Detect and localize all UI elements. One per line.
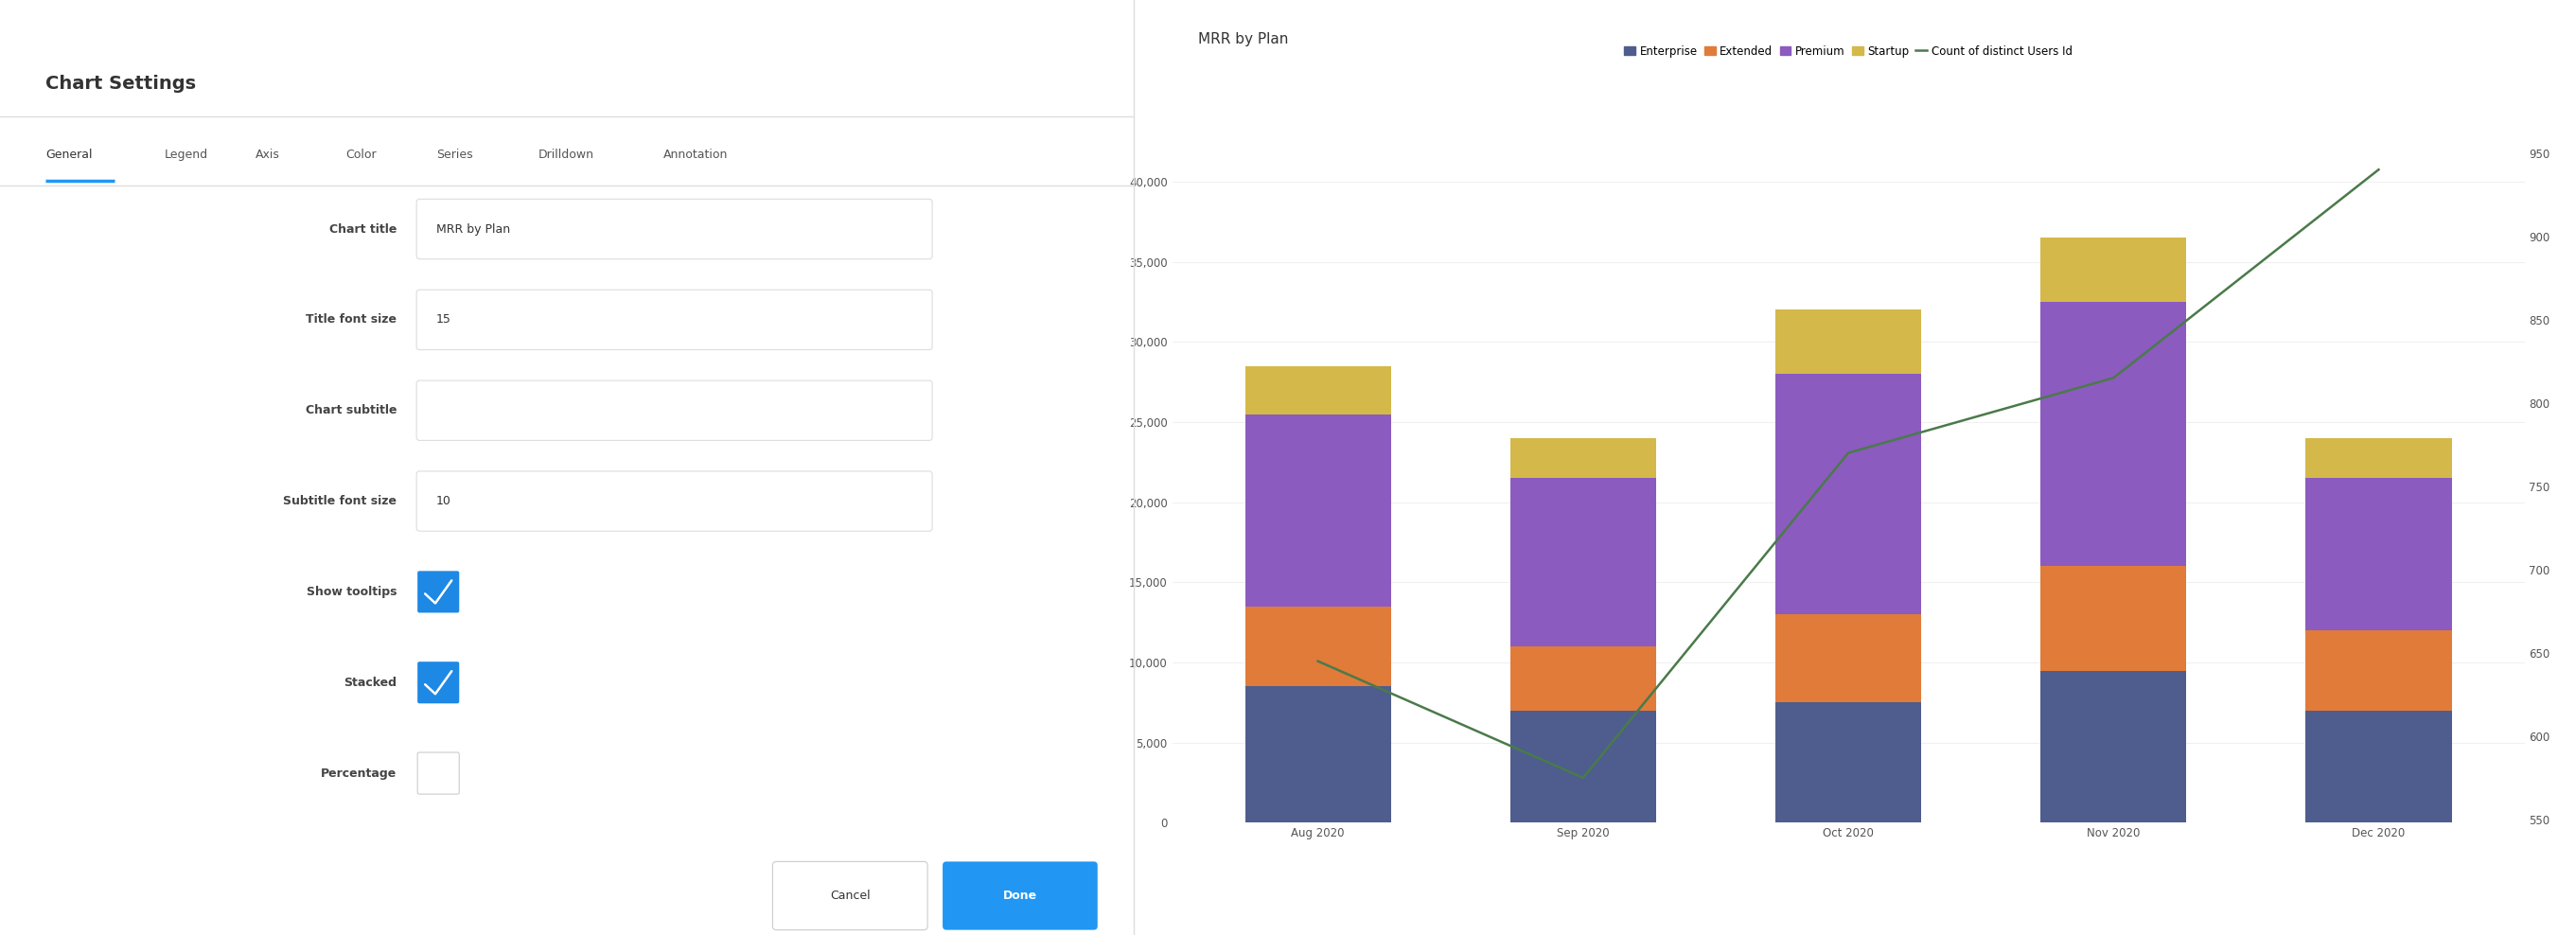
Text: Stacked: Stacked: [343, 676, 397, 689]
Legend: Enterprise, Extended, Premium, Startup, Count of distinct Users Id: Enterprise, Extended, Premium, Startup, …: [1620, 41, 2076, 62]
Bar: [1244, 607, 1391, 686]
Text: Chart subtitle: Chart subtitle: [307, 404, 397, 417]
FancyBboxPatch shape: [417, 753, 459, 794]
FancyBboxPatch shape: [417, 471, 933, 531]
Text: Percentage: Percentage: [322, 767, 397, 780]
Text: Title font size: Title font size: [307, 313, 397, 326]
Bar: [2306, 478, 2452, 630]
Bar: [1510, 711, 1656, 823]
Text: Chart Settings: Chart Settings: [46, 75, 196, 93]
Bar: [2306, 630, 2452, 711]
FancyBboxPatch shape: [417, 571, 459, 612]
Bar: [1510, 478, 1656, 646]
Text: Axis: Axis: [255, 148, 281, 161]
Text: Series: Series: [435, 148, 474, 161]
Text: Drilldown: Drilldown: [538, 148, 595, 161]
Text: MRR by Plan: MRR by Plan: [435, 223, 510, 236]
Bar: [1775, 702, 1922, 823]
FancyBboxPatch shape: [943, 861, 1097, 930]
FancyBboxPatch shape: [773, 861, 927, 930]
FancyBboxPatch shape: [417, 381, 933, 440]
Text: Annotation: Annotation: [662, 148, 729, 161]
Bar: [1775, 309, 1922, 374]
FancyBboxPatch shape: [417, 290, 933, 350]
Text: Subtitle font size: Subtitle font size: [283, 495, 397, 508]
Text: Cancel: Cancel: [829, 889, 871, 902]
FancyBboxPatch shape: [417, 662, 459, 703]
Bar: [1510, 646, 1656, 711]
Text: MRR by Plan: MRR by Plan: [1198, 33, 1288, 47]
Text: Show tooltips: Show tooltips: [307, 585, 397, 598]
Bar: [1775, 374, 1922, 614]
Bar: [2040, 237, 2187, 302]
Bar: [2040, 302, 2187, 567]
Text: Done: Done: [1002, 889, 1038, 902]
Bar: [1244, 366, 1391, 414]
Bar: [2306, 711, 2452, 823]
Text: Color: Color: [345, 148, 376, 161]
Bar: [1775, 614, 1922, 702]
FancyBboxPatch shape: [417, 199, 933, 259]
Text: General: General: [46, 148, 93, 161]
Bar: [2306, 439, 2452, 478]
Text: 15: 15: [435, 313, 451, 326]
Text: Legend: Legend: [165, 148, 209, 161]
Bar: [1244, 414, 1391, 607]
Bar: [1510, 439, 1656, 478]
Bar: [2040, 670, 2187, 823]
Bar: [1244, 686, 1391, 823]
Bar: [2040, 567, 2187, 670]
Text: 10: 10: [435, 495, 451, 508]
Text: Chart title: Chart title: [330, 223, 397, 236]
